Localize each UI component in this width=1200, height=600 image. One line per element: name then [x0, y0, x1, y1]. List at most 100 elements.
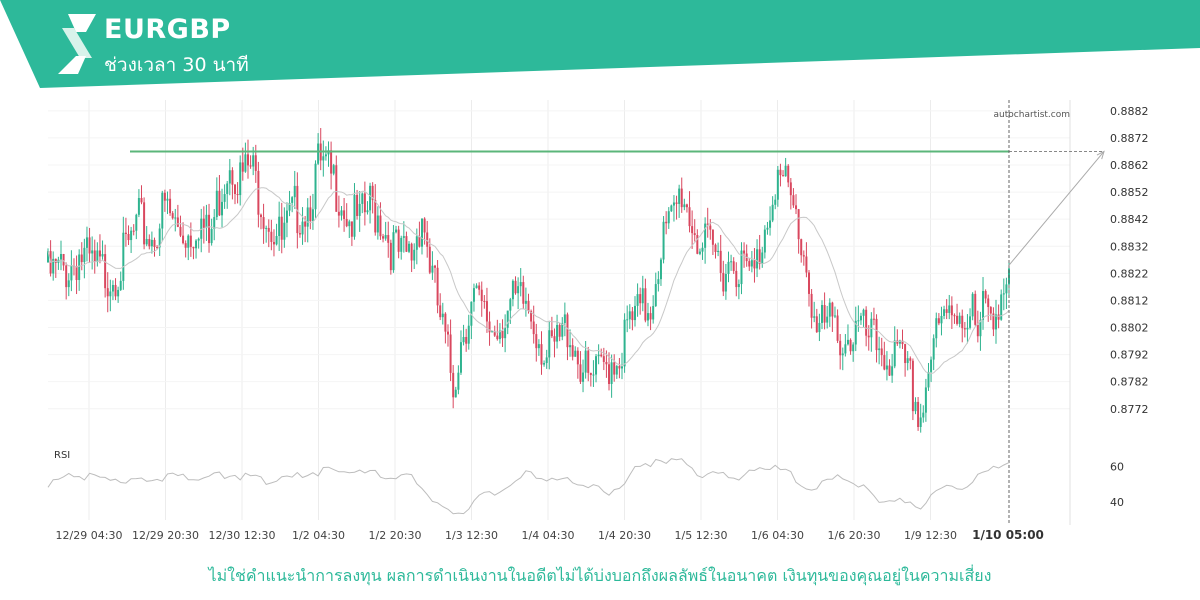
candle-up — [971, 293, 974, 317]
candle-up — [561, 322, 564, 337]
candle-down — [330, 150, 333, 174]
candle-up — [441, 313, 444, 318]
candle-down — [241, 162, 244, 172]
candle-down — [478, 285, 481, 290]
candle-up — [517, 286, 520, 294]
candle-up — [137, 198, 140, 215]
candle-down — [867, 335, 870, 338]
candle-up — [59, 254, 62, 260]
candle-up — [244, 154, 247, 172]
candle-up — [662, 221, 665, 260]
candle-down — [270, 231, 273, 242]
candle-down — [875, 318, 878, 351]
candle-down — [696, 235, 699, 254]
candle-down — [753, 260, 756, 269]
y-tick-label: 0.8852 — [1110, 186, 1149, 199]
candle-down — [132, 230, 135, 232]
candle-down — [208, 214, 211, 244]
candle-up — [672, 202, 675, 206]
candle-down — [558, 324, 561, 337]
candle-up — [504, 327, 507, 339]
candle-up — [221, 201, 224, 216]
candle-up — [472, 288, 475, 302]
y-tick-label: 0.8802 — [1110, 322, 1149, 335]
candle-up — [301, 221, 304, 235]
candle-down — [997, 314, 1000, 320]
candle-down — [831, 302, 834, 317]
candle-up — [932, 338, 935, 360]
candle-up — [376, 215, 379, 233]
candle-up — [166, 198, 169, 201]
candle-up — [361, 193, 364, 204]
candle-down — [465, 336, 468, 344]
candle-down — [439, 305, 442, 318]
candle-up — [610, 362, 613, 384]
candle-up — [67, 280, 70, 288]
candle-up — [683, 204, 686, 208]
candle-up — [524, 300, 527, 304]
candle-up — [623, 319, 626, 367]
candle-down — [800, 239, 803, 256]
candle-up — [96, 250, 99, 262]
candle-up — [91, 250, 94, 254]
candle-down — [937, 318, 940, 324]
candle-down — [992, 313, 995, 330]
candle-up — [761, 252, 764, 265]
candle-down — [184, 243, 187, 248]
candle-down — [389, 242, 392, 271]
candle-up — [150, 239, 153, 247]
x-tick-label: 1/5 12:30 — [675, 529, 728, 542]
candle-down — [649, 313, 652, 320]
candle-down — [711, 229, 714, 245]
candle-down — [93, 250, 96, 262]
candle-down — [961, 315, 964, 329]
candle-down — [397, 229, 400, 252]
candle-down — [267, 227, 270, 232]
candle-down — [234, 184, 237, 195]
candle-down — [950, 305, 953, 316]
candle-up — [654, 284, 657, 307]
candle-down — [587, 350, 590, 373]
y-tick-label: 0.8882 — [1110, 105, 1149, 118]
candle-down — [714, 244, 717, 253]
candle-up — [161, 192, 164, 229]
candle-down — [176, 217, 179, 227]
risk-disclaimer: ไม่ใช่คำแนะนำการลงทุน ผลการดำเนินงานในอด… — [208, 566, 992, 585]
candle-down — [446, 331, 449, 335]
candle-down — [675, 202, 678, 204]
candle-down — [600, 354, 603, 357]
candle-down — [156, 246, 159, 248]
candle-down — [124, 232, 127, 235]
candle-down — [602, 356, 605, 362]
candle-down — [140, 198, 143, 203]
candle-up — [595, 356, 598, 375]
candle-up — [509, 299, 512, 311]
candle-up — [582, 372, 585, 382]
candle-down — [379, 215, 382, 237]
candle-up — [574, 350, 577, 357]
candle-down — [169, 198, 172, 214]
candle-down — [296, 185, 299, 234]
candle-up — [717, 250, 720, 253]
candle-down — [631, 311, 634, 321]
candle-down — [309, 207, 312, 222]
candle-up — [78, 254, 81, 280]
chart-grid — [48, 100, 1070, 520]
banner-shape — [0, 0, 1200, 88]
candle-down — [719, 250, 722, 273]
candle-down — [436, 267, 439, 306]
candle-down — [987, 298, 990, 308]
candle-down — [280, 216, 283, 240]
candle-down — [815, 316, 818, 333]
candle-down — [836, 315, 839, 341]
candle-up — [278, 216, 281, 237]
candle-up — [135, 214, 138, 231]
candle-down — [127, 234, 130, 241]
candle-down — [909, 358, 912, 361]
x-tick-label: 1/2 20:30 — [369, 529, 422, 542]
candle-up — [701, 247, 704, 252]
candle-down — [480, 289, 483, 301]
candle-down — [522, 282, 525, 304]
x-tick-label: 1/2 04:30 — [292, 529, 345, 542]
candle-up — [724, 273, 727, 292]
